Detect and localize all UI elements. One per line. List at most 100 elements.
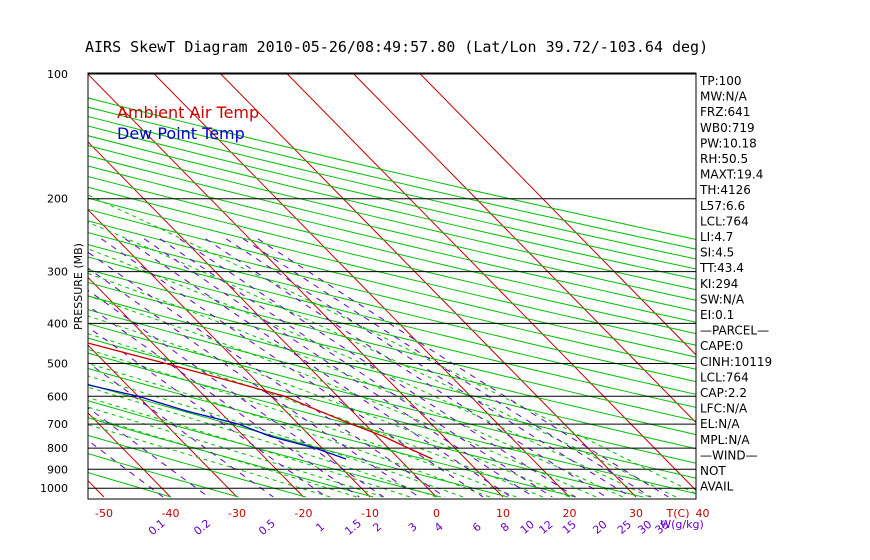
- bottom-temp-tick-label: 0: [433, 507, 440, 520]
- stat-entry: —PARCEL—: [700, 324, 769, 338]
- dry-adiabat-line: [88, 295, 696, 450]
- mixing-ratio-label: 8: [498, 520, 512, 534]
- temp-unit-label: T(C): [666, 507, 690, 520]
- dew-point-temp-line: [88, 384, 347, 460]
- bottom-temp-tick-label: 30: [629, 507, 643, 520]
- dry-adiabat-line: [88, 175, 696, 323]
- stat-entry: MPL:N/A: [700, 433, 750, 447]
- mixing-ratio-line: [88, 439, 164, 498]
- dry-adiabat-line: [88, 135, 696, 280]
- dry-adiabat-line: [88, 352, 644, 498]
- isotherm-line: [88, 141, 437, 498]
- stat-entry: —WIND—: [700, 448, 758, 462]
- pressure-tick-label: 500: [47, 358, 68, 371]
- mixing-ratio-label: 15: [560, 518, 579, 537]
- pressure-tick-label: 800: [47, 442, 68, 455]
- bottom-temp-tick-label: 20: [563, 507, 577, 520]
- stat-entry: WB0:719: [700, 121, 755, 135]
- pressure-tick-label: 100: [47, 68, 68, 81]
- axis-ticks: 1002003004005006007008009001000-120-110-…: [40, 68, 710, 538]
- stat-entry: MAXT:19.4: [700, 168, 763, 182]
- isotherm-line: [286, 73, 696, 492]
- pressure-tick-label: 200: [47, 193, 68, 206]
- stat-entry: TP:100: [699, 74, 742, 88]
- bottom-temp-tick-label: -40: [162, 507, 180, 520]
- dry-adiabat-line: [88, 434, 307, 498]
- legend: Ambient Air Temp Dew Point Temp: [117, 103, 259, 143]
- stat-entry: MW:N/A: [700, 90, 748, 104]
- stat-entry: LFC:N/A: [700, 402, 748, 416]
- mixing-ratio-line: [242, 238, 652, 498]
- pressure-tick-label: 300: [47, 266, 68, 279]
- dry-adiabat-line: [88, 367, 576, 498]
- isotherm-line: [0, 74, 38, 497]
- stat-entry: LCL:764: [700, 214, 749, 228]
- ambient-air-temp-line: [88, 342, 433, 460]
- dry-adiabat-line: [88, 232, 696, 383]
- dry-adiabat-line: [88, 208, 696, 358]
- pressure-tick-label: 900: [47, 463, 68, 476]
- dry-adiabat-line: [88, 125, 696, 270]
- bottom-temp-tick-label: -30: [228, 507, 246, 520]
- mixing-ratio-line: [88, 361, 274, 498]
- dry-adiabat-line: [88, 309, 696, 464]
- stat-entry: SW:N/A: [700, 292, 745, 306]
- mixing-ratio-label: 30: [635, 518, 654, 537]
- mixing-ratio-line: [205, 238, 607, 498]
- mixing-ratio-line: [101, 238, 484, 498]
- mixing-ratio-label: 25: [615, 518, 634, 537]
- mixing-ratio-line: [179, 238, 576, 498]
- stat-entry: CAP:2.2: [700, 386, 747, 400]
- stat-entry: SI:4.5: [700, 246, 734, 260]
- stat-entry: PW:10.18: [700, 136, 757, 150]
- chart-title: AIRS SkewT Diagram 2010-05-26/08:49:57.8…: [85, 38, 708, 56]
- mixing-ratio-label: 6: [470, 520, 484, 534]
- dry-adiabat-line: [88, 453, 239, 498]
- dry-adiabat-line: [88, 269, 696, 422]
- stat-entry: FRZ:641: [700, 105, 750, 119]
- stat-entry: RH:50.5: [700, 152, 748, 166]
- mixing-ratio-label: 0.2: [191, 517, 213, 538]
- dry-adiabat-line: [88, 165, 696, 312]
- stat-entry: LI:4.7: [700, 230, 733, 244]
- dry-adiabat-line: [88, 417, 374, 498]
- pressure-tick-label: 1000: [40, 482, 68, 495]
- bottom-temp-tick-label: 40: [696, 507, 710, 520]
- stat-entry: NOT: [700, 464, 726, 478]
- legend-dew-point-temp: Dew Point Temp: [117, 124, 245, 143]
- isotherm-line: [88, 276, 304, 498]
- stat-entry: CINH:10119: [700, 355, 772, 369]
- pressure-tick-label: 400: [47, 317, 68, 330]
- mixing-ratio-line: [225, 238, 632, 498]
- stat-entry: TT:43.4: [699, 261, 744, 275]
- dry-adiabat-line: [88, 337, 696, 495]
- stat-entry: CAPE:0: [700, 339, 743, 353]
- dry-adiabat-line: [88, 220, 696, 370]
- stat-entry: AVAIL: [700, 480, 734, 494]
- stat-entry: KI:294: [700, 277, 738, 291]
- stat-entry: L57:6.6: [700, 199, 745, 213]
- mixing-ratio-line: [124, 238, 512, 498]
- mixing-ratio-line: [88, 251, 446, 498]
- pressure-tick-label: 700: [47, 418, 68, 431]
- stat-entry: EL:N/A: [700, 417, 740, 431]
- isotherm-line: [353, 73, 696, 424]
- dry-adiabat-line: [88, 145, 696, 291]
- moist-adiabat-line: [88, 375, 464, 498]
- dry-adiabat-line: [88, 106, 696, 250]
- mixing-ratio-line: [88, 407, 209, 498]
- dry-adiabat-line: [88, 256, 696, 408]
- pressure-tick-label: 600: [47, 390, 68, 403]
- legend-ambient-air-temp: Ambient Air Temp: [117, 103, 259, 122]
- stat-entry: TH:4126: [699, 183, 751, 197]
- stat-entry: EI:0.1: [700, 308, 734, 322]
- y-axis-label: PRESSURE (MB): [72, 243, 85, 330]
- dry-adiabat-line: [88, 155, 696, 301]
- mixing-ratio-line: [88, 326, 327, 498]
- isobar-lines: [87, 72, 697, 500]
- mixing-ratio-line: [143, 238, 534, 498]
- mixing-ratio-label: 12: [537, 518, 556, 537]
- mixing-ratio-label: 4: [432, 520, 446, 534]
